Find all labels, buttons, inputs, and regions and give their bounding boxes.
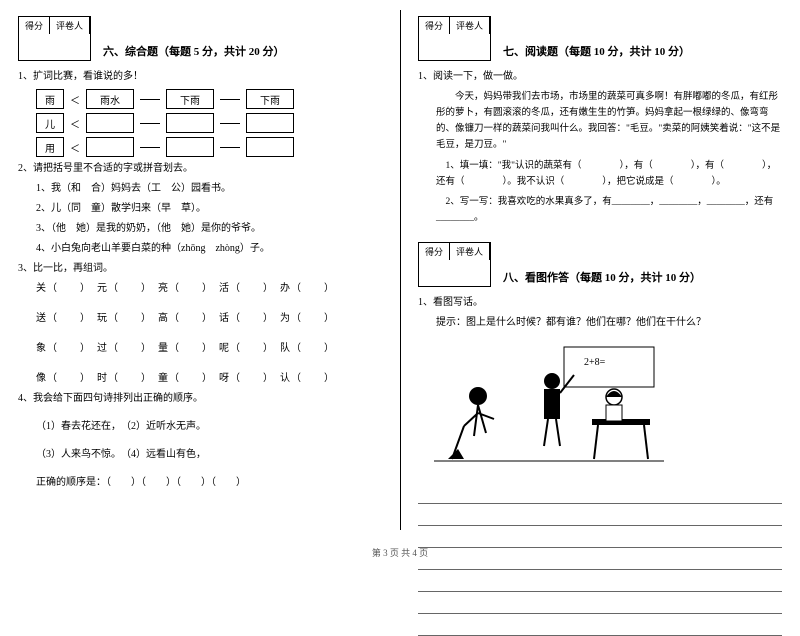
section7-header: 得分 评卷人 七、阅读题（每题 10 分，共计 10 分）: [418, 16, 782, 61]
q3-line: 关（ ） 元（ ） 亮（ ） 活（ ） 办（ ）: [18, 281, 382, 297]
arrow-icon: [220, 99, 240, 100]
q2-item: 3、（他 她）是我的奶奶，（他 她）是你的爷爷。: [18, 221, 382, 237]
word-box: [166, 137, 214, 157]
section6-title: 六、综合题（每题 5 分，共计 20 分）: [103, 43, 285, 61]
expand-row-1: 雨 ＜ 雨水 下雨 下雨: [36, 89, 382, 109]
section6-header: 得分 评卷人 六、综合题（每题 5 分，共计 20 分）: [18, 16, 382, 61]
q2-item: 2、儿（同 童）散学归来（早 草）。: [18, 201, 382, 217]
q7-sub2: 2、写一写：我喜欢吃的水果真多了，有________，________，____…: [418, 194, 782, 226]
arrow-icon: [140, 99, 160, 100]
arrow-icon: [140, 147, 160, 148]
score-box: 得分 评卷人: [418, 242, 491, 287]
char-box: 雨: [36, 89, 64, 109]
score-box: 得分 评卷人: [18, 16, 91, 61]
classroom-illustration: 2+8=: [434, 341, 664, 471]
section7-title: 七、阅读题（每题 10 分，共计 10 分）: [503, 43, 690, 61]
score-label: 得分: [19, 17, 50, 60]
section8-header: 得分 评卷人 八、看图作答（每题 10 分，共计 10 分）: [418, 242, 782, 287]
q3-line: 象（ ） 过（ ） 量（ ） 呢（ ） 队（ ）: [18, 341, 382, 357]
q4-tail: 正确的顺序是：（ ）（ ）（ ）（ ）: [18, 475, 382, 491]
char-box: 儿: [36, 113, 64, 133]
word-box: 雨水: [86, 89, 134, 109]
q1-stem: 1、扩词比赛，看谁说的多！: [18, 69, 382, 85]
reading-passage: 今天，妈妈带我们去市场，市场里的蔬菜可真多啊！有胖嘟嘟的冬瓜，有红彤彤的萝卜，有…: [418, 89, 782, 154]
grader-label: 评卷人: [450, 17, 490, 60]
writing-line: [418, 598, 782, 614]
expand-row-2: 儿 ＜: [36, 113, 382, 133]
left-column: 得分 评卷人 六、综合题（每题 5 分，共计 20 分） 1、扩词比赛，看谁说的…: [0, 0, 400, 530]
arrow-icon: [140, 123, 160, 124]
arrow-icon: [220, 123, 240, 124]
writing-line: [418, 576, 782, 592]
q3-stem: 3、比一比，再组词。: [18, 261, 382, 277]
q4-stem: 4、我会给下面四句诗排列出正确的顺序。: [18, 391, 382, 407]
q7-stem: 1、阅读一下，做一做。: [418, 69, 782, 85]
char-box: 用: [36, 137, 64, 157]
word-box: 下雨: [246, 89, 294, 109]
q4-item: （1）春去花还在， （2）近听水无声。: [18, 419, 382, 435]
word-box: [86, 113, 134, 133]
q2-item: 1、我（和 合）妈妈去（工 公）园看书。: [18, 181, 382, 197]
writing-line: [418, 620, 782, 636]
q2-item: 4、小白兔向老山羊要白菜的种（zhōng zhòng）子。: [18, 241, 382, 257]
writing-line: [418, 510, 782, 526]
word-box: [246, 113, 294, 133]
writing-line: [418, 488, 782, 504]
grader-label: 评卷人: [50, 17, 90, 60]
page: 得分 评卷人 六、综合题（每题 5 分，共计 20 分） 1、扩词比赛，看谁说的…: [0, 0, 800, 530]
q3-line: 送（ ） 玩（ ） 高（ ） 话（ ） 为（ ）: [18, 311, 382, 327]
grader-label: 评卷人: [450, 243, 490, 286]
score-label: 得分: [419, 243, 450, 286]
q4-item: （3）人来鸟不惊。 （4）远看山有色，: [18, 447, 382, 463]
arrow-icon: [220, 147, 240, 148]
q3-line: 像（ ） 时（ ） 童（ ） 呀（ ） 认（ ）: [18, 371, 382, 387]
score-label: 得分: [419, 17, 450, 60]
word-box: [246, 137, 294, 157]
expand-row-3: 用 ＜: [36, 137, 382, 157]
word-box: [86, 137, 134, 157]
score-box: 得分 评卷人: [418, 16, 491, 61]
q8-hint: 提示：图上是什么时候？都有谁？他们在哪？他们在干什么？: [418, 315, 782, 331]
q8-stem: 1、看图写话。: [418, 295, 782, 311]
page-footer: 第 3 页 共 4 页: [0, 546, 800, 559]
word-box: 下雨: [166, 89, 214, 109]
q2-stem: 2、请把括号里不合适的字或拼音划去。: [18, 161, 382, 177]
word-box: [166, 113, 214, 133]
svg-text:2+8=: 2+8=: [584, 357, 606, 368]
section8-title: 八、看图作答（每题 10 分，共计 10 分）: [503, 269, 701, 287]
q7-sub1: 1、填一填："我"认识的蔬菜有（ ），有（ ），有（ ），还有（ ）。我不认识（…: [418, 158, 782, 190]
right-column: 得分 评卷人 七、阅读题（每题 10 分，共计 10 分） 1、阅读一下，做一做…: [400, 0, 800, 530]
